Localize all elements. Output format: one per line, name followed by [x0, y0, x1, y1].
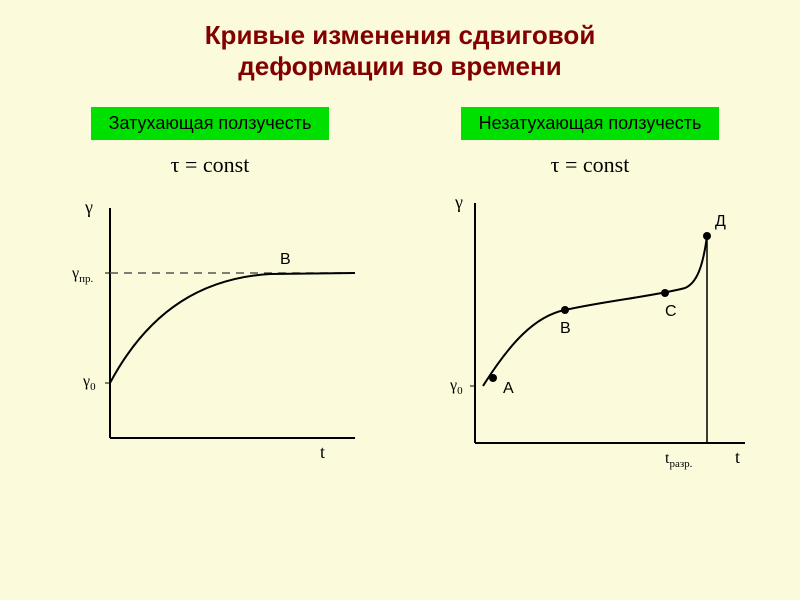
svg-text:A: A: [503, 380, 514, 397]
svg-text:C: C: [665, 303, 677, 320]
svg-text:γпр.: γпр.: [71, 265, 93, 285]
svg-text:γ0: γ0: [449, 377, 463, 397]
right-column: Незатухающая ползучесть τ = const A B C Дγ t…: [410, 107, 770, 478]
left-label-box: Затухающая ползучесть: [91, 107, 330, 140]
svg-text:B: B: [560, 320, 571, 337]
svg-text:Д: Д: [715, 213, 726, 230]
right-tau: τ = const: [551, 152, 630, 178]
svg-text:γ: γ: [84, 197, 93, 217]
svg-text:t: t: [735, 447, 740, 467]
page-title: Кривые изменения сдвиговой деформации во…: [30, 20, 770, 82]
svg-text:γ0: γ0: [82, 373, 96, 393]
left-tau: τ = const: [171, 152, 250, 178]
columns: Затухающая ползучесть τ = const γ t γпр. γ0…: [30, 107, 770, 478]
svg-text:γ: γ: [454, 192, 463, 212]
left-chart: γ t γпр. γ0 B: [55, 188, 365, 468]
left-column: Затухающая ползучесть τ = const γ t γпр. γ0…: [30, 107, 390, 478]
right-chart: A B C Дγ t γ0 tразр.: [425, 188, 755, 478]
right-chart-svg: A B C Дγ t γ0 tразр.: [425, 188, 755, 478]
left-chart-svg: γ t γпр. γ0 B: [55, 188, 365, 468]
svg-text:t: t: [320, 442, 325, 462]
svg-text:B: B: [280, 251, 291, 268]
title-line-2: деформации во времени: [238, 51, 561, 81]
slide: Кривые изменения сдвиговой деформации во…: [0, 0, 800, 600]
right-label-box: Незатухающая ползучесть: [461, 107, 720, 140]
svg-text:tразр.: tразр.: [665, 450, 693, 470]
title-line-1: Кривые изменения сдвиговой: [205, 20, 596, 50]
